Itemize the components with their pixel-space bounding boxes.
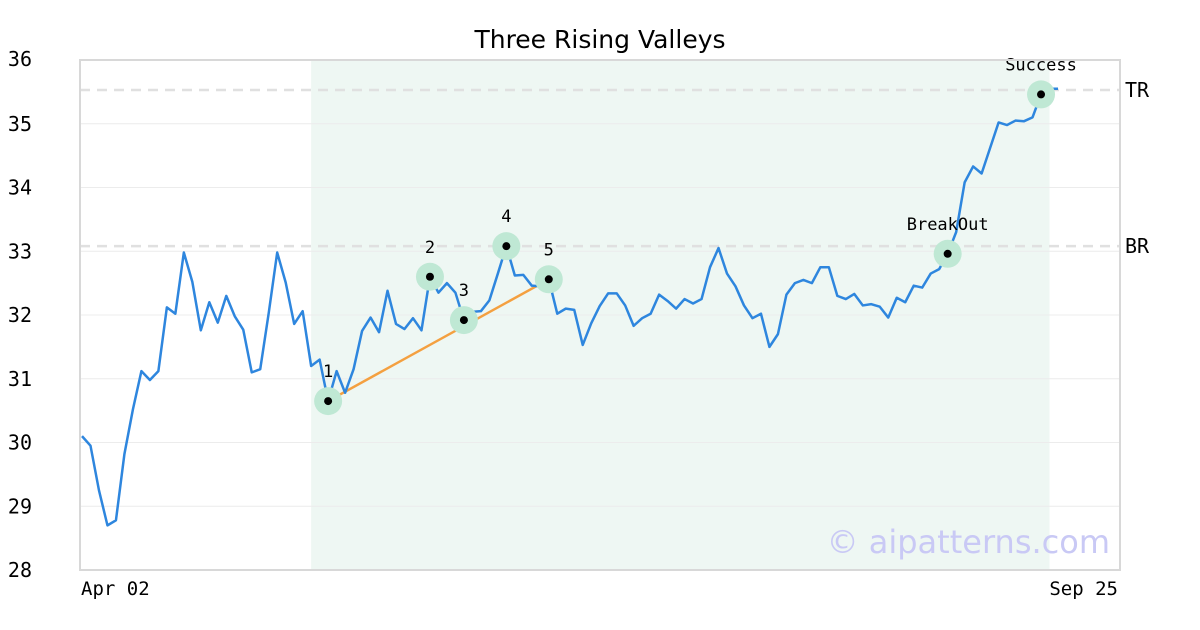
point-marker xyxy=(1037,90,1046,99)
y-tick-label: 36 xyxy=(8,47,32,71)
level-label: TR xyxy=(1125,78,1150,102)
y-tick-label: 29 xyxy=(8,494,32,518)
point-label: Success xyxy=(1005,55,1077,75)
plot-frame xyxy=(79,59,1121,571)
point-marker xyxy=(544,275,553,284)
series-group xyxy=(81,87,1058,527)
point-marker xyxy=(459,316,468,325)
point-label: 5 xyxy=(544,240,554,260)
grid xyxy=(80,123,1120,507)
point-label: 1 xyxy=(323,362,333,382)
y-tick-label: 35 xyxy=(8,112,32,136)
point-label: 4 xyxy=(501,207,511,227)
y-tick-label: 31 xyxy=(8,367,32,391)
price-line xyxy=(81,87,1058,527)
chart-title: Three Rising Valleys xyxy=(473,25,725,54)
point-label: BreakOut xyxy=(907,215,989,235)
x-tick-label: Sep 25 xyxy=(1049,578,1118,600)
y-tick-label: 32 xyxy=(8,303,32,327)
trendline xyxy=(327,278,550,403)
watermark: © aipatterns.com xyxy=(827,523,1110,561)
point-marker xyxy=(943,249,952,258)
point-marker xyxy=(502,242,511,251)
point-marker xyxy=(425,272,434,281)
level-label: BR xyxy=(1125,234,1150,258)
y-tick-label: 33 xyxy=(8,239,32,263)
y-tick-label: 34 xyxy=(8,176,32,200)
y-tick-label: 28 xyxy=(8,558,32,582)
y-tick-label: 30 xyxy=(8,431,32,455)
level-lines: TR BR xyxy=(80,78,1150,258)
point-marker xyxy=(324,397,333,406)
point-label: 2 xyxy=(425,238,435,258)
trendline-group xyxy=(327,278,550,403)
x-tick-label: Apr 02 xyxy=(81,578,150,600)
point-label: 3 xyxy=(459,281,469,301)
